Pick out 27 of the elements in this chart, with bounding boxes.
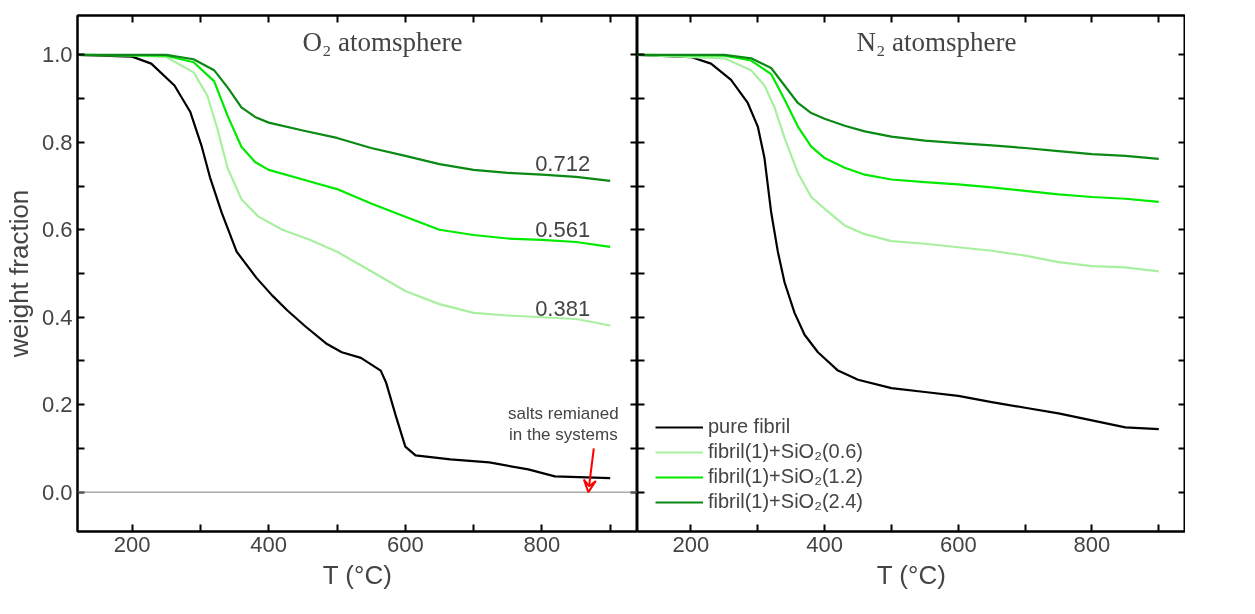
x-tick-label: 600 (386, 531, 424, 557)
data-label: 0.381 (535, 295, 591, 321)
chart-title: O₂ atomsphere (302, 26, 463, 57)
x-axis-title: T (°C) (876, 559, 946, 590)
y-tick-label: 0.2 (41, 392, 73, 418)
y-tick-label: 0.8 (41, 129, 73, 155)
x-axis-title: T (°C) (322, 559, 392, 590)
y-tick-label: 0.6 (41, 217, 73, 243)
legend-label: fibril(1)+SiO₂(0.6) (708, 440, 864, 463)
x-tick-label: 600 (939, 531, 977, 557)
legend-label: fibril(1)+SiO₂(2.4) (708, 490, 864, 513)
chart-title: N₂ atomsphere (856, 26, 1017, 57)
legend-label: pure fibril (708, 415, 791, 438)
y-tick-label: 0.4 (41, 304, 73, 330)
y-tick-label: 1.0 (41, 42, 73, 68)
data-label: 0.712 (535, 150, 591, 176)
x-tick-label: 400 (250, 531, 288, 557)
y-axis-title: weight fraction (3, 189, 34, 359)
annotation: salts remianed in the systems (508, 404, 619, 445)
legend-label: fibril(1)+SiO₂(1.2) (708, 465, 864, 488)
x-tick-label: 800 (1073, 531, 1111, 557)
x-tick-label: 200 (672, 531, 710, 557)
x-tick-label: 400 (806, 531, 843, 557)
x-tick-label: 800 (523, 531, 561, 557)
y-tick-label: 0.0 (41, 479, 73, 505)
data-label: 0.561 (535, 216, 591, 242)
x-tick-label: 200 (113, 531, 151, 557)
